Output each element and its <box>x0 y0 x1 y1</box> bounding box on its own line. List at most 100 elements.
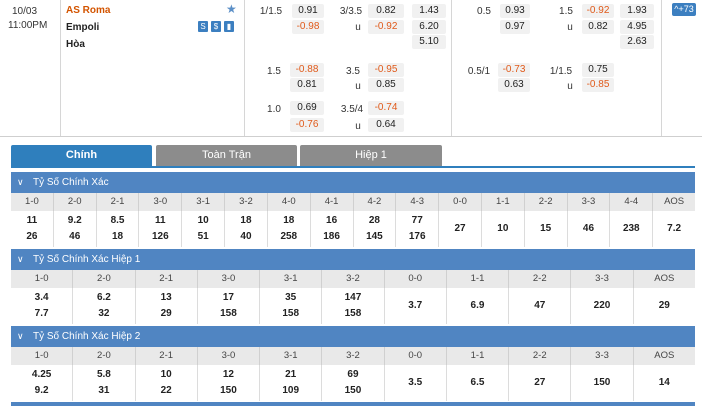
score-odds-cell[interactable]: 10 51 <box>182 211 226 247</box>
odds-1x2[interactable]: 1.93 <box>620 4 654 18</box>
score-odds-cell[interactable]: 3.4 7.7 <box>11 288 74 324</box>
odds-value[interactable]: -0.76 <box>290 118 324 132</box>
score-col-header: 2-0 <box>54 193 97 211</box>
odds-value[interactable]: -0.88 <box>290 63 324 77</box>
score-odds-cell[interactable]: 27 <box>439 211 482 247</box>
odds-top: 77 <box>411 215 423 226</box>
section-header[interactable]: ∨ Tỷ Số Chính Xác Hiệp 2 <box>11 326 695 347</box>
score-col-header: 4-2 <box>354 193 397 211</box>
odds-value[interactable]: 0.63 <box>498 78 530 92</box>
odds-bottom: 26 <box>26 231 38 242</box>
odds-value[interactable]: 0.85 <box>368 78 404 92</box>
odds-bottom: 176 <box>408 231 426 242</box>
score-odds-cell[interactable]: 14 <box>634 365 695 401</box>
odds-top: 10 <box>197 215 209 226</box>
odds-1x2[interactable]: 4.95 <box>620 20 654 34</box>
under-label: u <box>567 22 573 33</box>
stats-s-icon[interactable]: S <box>198 21 208 32</box>
score-odds-cell[interactable]: 6.5 <box>447 365 510 401</box>
odds-top: 14 <box>658 377 670 388</box>
score-odds-cell[interactable]: 238 <box>610 211 654 247</box>
section-header[interactable]: ∨ Tỷ Số Chính Xác <box>11 172 695 193</box>
score-odds-cell[interactable]: 8.5 18 <box>97 211 140 247</box>
score-odds-cell[interactable]: 220 <box>571 288 634 324</box>
score-odds-cell[interactable]: 27 <box>509 365 572 401</box>
score-odds-cell[interactable]: 18 40 <box>225 211 268 247</box>
odds-top: 6.9 <box>470 300 485 311</box>
odds-top: 6.5 <box>470 377 485 388</box>
score-odds-cell[interactable]: 77 176 <box>396 211 440 247</box>
collapse-arrow-icon[interactable]: ∨ <box>17 331 24 341</box>
score-odds-cell[interactable]: 17 158 <box>198 288 261 324</box>
collapse-arrow-icon[interactable]: ∨ <box>17 254 24 264</box>
odds-value[interactable]: -0.92 <box>368 20 404 34</box>
odds-value[interactable]: 0.91 <box>292 4 324 18</box>
score-odds-cell[interactable]: 147 158 <box>322 288 385 324</box>
odds-value[interactable]: -0.73 <box>498 63 530 77</box>
score-col-header: 3-1 <box>182 193 226 211</box>
score-odds-cell[interactable]: 7.2 <box>653 211 695 247</box>
score-odds-cell[interactable]: 9.2 46 <box>54 211 97 247</box>
score-odds-cell[interactable]: 11 26 <box>11 211 54 247</box>
chart-icon[interactable]: ▮ <box>224 21 234 32</box>
odds-value[interactable]: 0.81 <box>290 78 324 92</box>
score-odds-cell[interactable]: 69 150 <box>322 365 385 401</box>
score-odds-cell[interactable]: 150 <box>571 365 634 401</box>
score-odds-cell[interactable]: 21 109 <box>260 365 323 401</box>
odds-value[interactable]: -0.85 <box>582 78 614 92</box>
collapse-arrow-icon[interactable]: ∨ <box>17 177 24 187</box>
odds-top: 69 <box>347 369 359 380</box>
odds-1x2[interactable]: 2.63 <box>620 35 654 49</box>
odds-value[interactable]: 0.82 <box>368 4 404 18</box>
odds-value[interactable]: 0.69 <box>290 101 324 115</box>
score-odds-cell[interactable]: 15 <box>525 211 568 247</box>
away-team[interactable]: Empoli <box>66 22 100 33</box>
score-col-header: 3-1 <box>260 347 323 365</box>
odds-1x2[interactable]: 1.43 <box>412 4 446 18</box>
score-odds-cell[interactable]: 6.9 <box>447 288 510 324</box>
score-odds-cell[interactable]: 46 <box>568 211 611 247</box>
section-header[interactable]: ∨ Tỷ Số Chính Xác Hiệp 1 <box>11 249 695 270</box>
odds-value[interactable]: -0.92 <box>582 4 614 18</box>
odds-value[interactable]: 0.82 <box>582 20 614 34</box>
odds-value[interactable]: -0.74 <box>368 101 404 115</box>
dollar-icon[interactable]: $ <box>211 21 221 32</box>
score-odds-cell[interactable]: 29 <box>634 288 695 324</box>
odds-1x2[interactable]: 6.20 <box>412 20 446 34</box>
score-odds-cell[interactable]: 5.8 31 <box>73 365 136 401</box>
score-col-header: 3-2 <box>322 270 385 288</box>
score-odds-cell[interactable]: 16 186 <box>311 211 354 247</box>
odds-value[interactable]: 0.64 <box>368 118 404 132</box>
score-odds-cell[interactable]: 4.25 9.2 <box>11 365 74 401</box>
score-odds-cell[interactable]: 47 <box>509 288 572 324</box>
tab-first-half[interactable]: Hiệp 1 <box>300 145 442 166</box>
score-odds-cell[interactable]: 3.5 <box>385 365 447 401</box>
score-odds-cell[interactable]: 18 258 <box>268 211 311 247</box>
home-team[interactable]: AS Roma <box>66 5 111 16</box>
score-odds-cell[interactable]: 6.2 32 <box>73 288 136 324</box>
score-col-header: 1-1 <box>482 193 525 211</box>
tab-full-match[interactable]: Toàn Trận <box>156 145 297 166</box>
odds-value[interactable]: 0.97 <box>500 20 530 34</box>
odds-value[interactable]: -0.95 <box>368 63 404 77</box>
more-markets-button[interactable]: ^+73 <box>672 3 696 16</box>
score-odds-cell[interactable]: 10 <box>482 211 525 247</box>
odds-value[interactable]: -0.98 <box>292 20 324 34</box>
score-odds-cell[interactable]: 10 22 <box>136 365 198 401</box>
score-odds-cell[interactable]: 35 158 <box>260 288 323 324</box>
score-col-header: 2-0 <box>73 270 136 288</box>
odds-1x2[interactable]: 5.10 <box>412 35 446 49</box>
match-block: 10/03 11:00PM AS Roma Empoli Hòa ★ S $ ▮… <box>0 0 702 137</box>
score-odds-cell[interactable]: 13 29 <box>136 288 198 324</box>
score-odds-cell[interactable]: 11 126 <box>139 211 183 247</box>
odds-value[interactable]: 0.75 <box>582 63 614 77</box>
score-col-header: 0-0 <box>385 270 447 288</box>
score-odds-cell[interactable]: 12 150 <box>198 365 261 401</box>
favorite-star-icon[interactable]: ★ <box>226 2 237 16</box>
score-odds-cell[interactable]: 3.7 <box>385 288 447 324</box>
odds-top: 4.25 <box>31 369 52 380</box>
score-odds-cell[interactable]: 28 145 <box>354 211 397 247</box>
odds-value[interactable]: 0.93 <box>500 4 530 18</box>
chevron-up-icon: ^ <box>674 4 679 14</box>
tab-main[interactable]: Chính <box>11 145 152 167</box>
